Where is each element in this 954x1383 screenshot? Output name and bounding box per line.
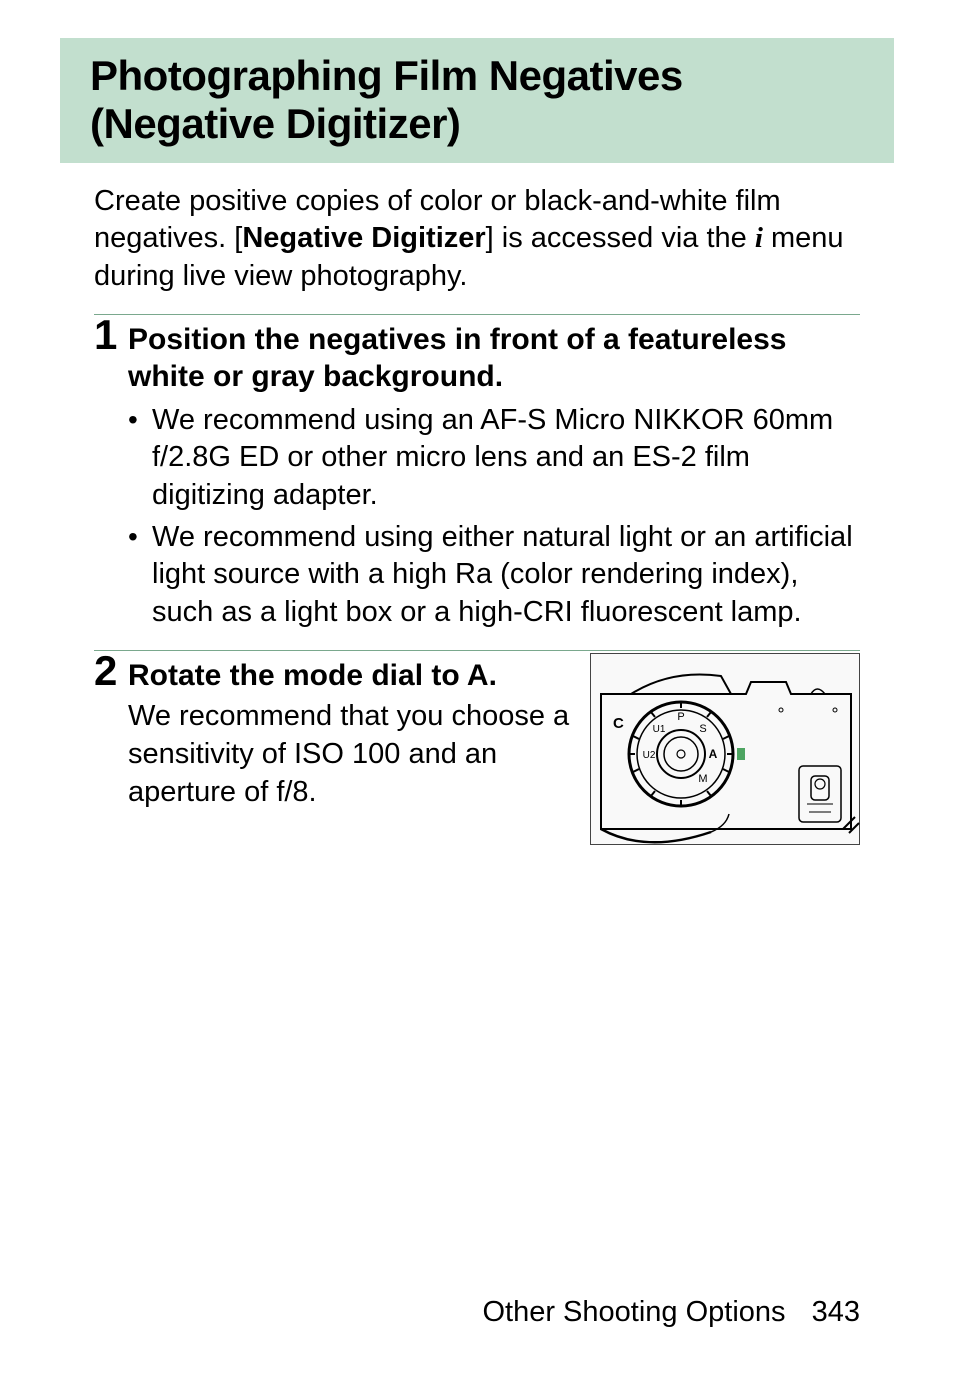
svg-text:U1: U1 [653,724,666,735]
manual-page: Photographing Film Negatives (Negative D… [0,38,954,1383]
step-title: Rotate the mode dial to A. [128,657,572,695]
intro-paragraph: Create positive copies of color or black… [94,183,860,296]
camera-dial-svg: P S A M U1 U2 C [591,654,861,846]
svg-text:C: C [613,715,624,732]
svg-text:M: M [698,773,707,785]
list-item: We recommend using an AF-S Micro NIKKOR … [128,402,860,515]
camera-mode-dial-illustration: P S A M U1 U2 C [590,653,860,845]
section-title: Photographing Film Negatives (Negative D… [90,52,864,149]
step-paragraph: We recommend that you choose a sensitivi… [128,698,572,811]
i-menu-icon: i [755,222,763,254]
list-item: We recommend using either natural light … [128,519,860,632]
step-number: 2 [94,647,117,695]
step-body: Position the negatives in front of a fea… [128,321,860,632]
step-1: 1 Position the negatives in front of a f… [94,321,860,632]
step-bullet-list: We recommend using an AF-S Micro NIKKOR … [128,402,860,632]
page-number: 343 [812,1296,860,1328]
step-text-column: Rotate the mode dial to A. We recommend … [128,657,572,812]
intro-text-post-a: ] is accessed via the [486,222,755,254]
step-number: 1 [94,311,117,359]
step-divider [94,650,860,651]
svg-text:A: A [709,747,718,761]
page-footer: Other Shooting Options 343 [482,1296,860,1329]
svg-text:U2: U2 [643,750,656,761]
svg-text:P: P [677,711,684,723]
section-title-banner: Photographing Film Negatives (Negative D… [60,38,894,163]
step-body: Rotate the mode dial to A. We recommend … [128,657,860,845]
svg-text:S: S [699,723,706,735]
step-divider [94,314,860,315]
footer-section-name: Other Shooting Options [482,1296,785,1328]
step-2: 2 Rotate the mode dial to A. We recommen… [94,657,860,845]
step-title: Position the negatives in front of a fea… [128,321,860,396]
intro-feature-name: Negative Digitizer [242,222,485,254]
